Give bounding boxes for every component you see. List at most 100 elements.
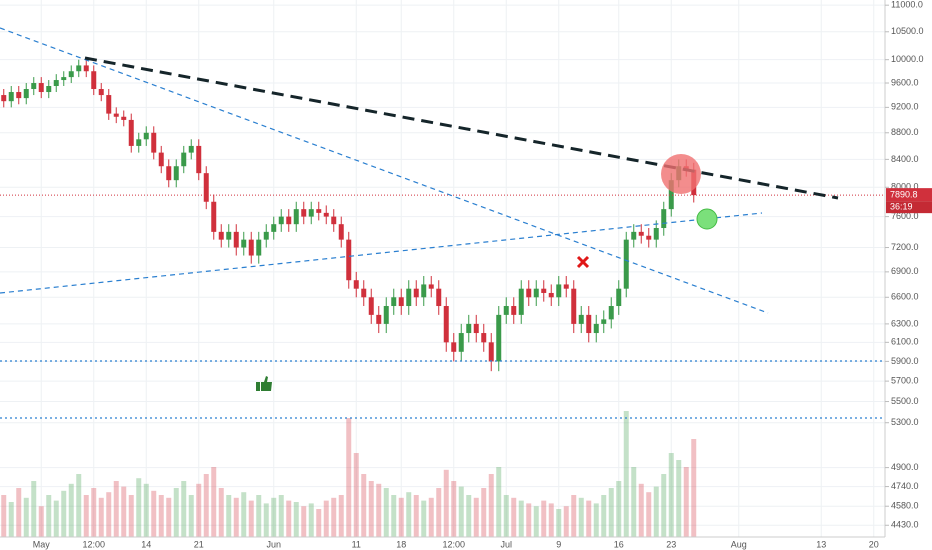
candle-body xyxy=(511,306,517,315)
volume-bar xyxy=(661,474,667,537)
y-tick-label: 7200.0 xyxy=(891,242,919,252)
volume-bar xyxy=(496,467,502,537)
candle-body xyxy=(8,92,14,102)
candle-body xyxy=(518,288,524,315)
candle-body xyxy=(173,166,179,181)
y-tick-label: 6600.0 xyxy=(891,292,919,302)
candle-body xyxy=(436,288,442,307)
volume-bar xyxy=(646,492,652,537)
volume-bar xyxy=(106,492,112,537)
x-tick-label: 23 xyxy=(666,539,676,549)
y-tick-label: 10500.0 xyxy=(891,26,924,36)
countdown-tag xyxy=(886,201,932,214)
candle-body xyxy=(301,209,307,217)
y-tick-label: 6900.0 xyxy=(891,266,919,276)
volume-bar xyxy=(623,411,629,537)
volume-bar xyxy=(151,490,157,537)
candle-body xyxy=(16,92,22,99)
candle-body xyxy=(571,288,577,324)
y-tick-label: 7600.0 xyxy=(891,211,919,221)
candle-body xyxy=(526,288,532,298)
candle-body xyxy=(226,231,232,240)
volume-bar xyxy=(263,503,269,537)
candle-body xyxy=(31,83,37,90)
candle-body xyxy=(653,228,659,240)
candle-body xyxy=(151,132,157,153)
volume-bar xyxy=(143,483,149,537)
target-circle xyxy=(696,208,718,230)
volume-bar xyxy=(338,495,344,537)
volume-bar xyxy=(113,481,119,537)
volume-bar xyxy=(616,481,622,537)
y-tick-label: 6300.0 xyxy=(891,318,919,328)
candle-body xyxy=(203,173,209,202)
volume-bar xyxy=(196,483,202,537)
volume-bar xyxy=(248,500,254,537)
candle-layer xyxy=(0,59,885,372)
volume-bar xyxy=(278,495,284,537)
candle-body xyxy=(286,216,292,225)
volume-bar xyxy=(241,492,247,537)
candle-body xyxy=(331,216,337,225)
candle-body xyxy=(91,71,97,90)
volume-bar xyxy=(323,500,329,537)
candle-body xyxy=(68,71,74,78)
candle-body xyxy=(383,306,389,324)
x-tick-label: 20 xyxy=(869,539,879,549)
candle-body xyxy=(361,288,367,298)
volume-bar xyxy=(53,500,59,537)
y-tick-label: 9600.0 xyxy=(891,77,919,87)
volume-bar xyxy=(481,488,487,537)
volume-bar xyxy=(158,495,164,537)
x-tick-label: 13 xyxy=(816,539,826,549)
volume-bar xyxy=(308,503,314,537)
candle-body xyxy=(353,280,359,289)
candle-body xyxy=(158,152,164,167)
volume-bar xyxy=(413,495,419,537)
y-tick-label: 4740.0 xyxy=(891,481,919,491)
candle-body xyxy=(473,323,479,334)
candle-body xyxy=(481,333,487,343)
volume-bar xyxy=(1,495,7,537)
volume-bar xyxy=(256,495,262,537)
candle-body xyxy=(428,284,434,289)
candle-body xyxy=(541,288,547,293)
candle-body xyxy=(248,239,254,256)
volume-bar xyxy=(601,495,607,537)
x-tick-label: 18 xyxy=(396,539,406,549)
candle-body xyxy=(128,119,134,146)
x-tick-label: Jul xyxy=(500,539,512,549)
volume-bar xyxy=(16,488,22,537)
volume-bar xyxy=(578,497,584,537)
candle-body xyxy=(241,239,247,248)
volume-bar xyxy=(346,418,352,537)
volume-bar xyxy=(271,497,277,537)
volume-bar xyxy=(653,486,659,537)
candle-body xyxy=(113,113,119,117)
candle-body xyxy=(308,209,314,217)
y-tick-label: 11000.0 xyxy=(891,0,923,10)
volume-bar xyxy=(608,488,614,537)
candle-body xyxy=(278,216,284,225)
volume-bar xyxy=(8,502,14,537)
candle-body xyxy=(106,95,112,114)
candle-body xyxy=(586,314,592,334)
candle-body xyxy=(466,323,472,334)
volume-bar xyxy=(556,509,562,537)
volume-bar xyxy=(458,486,464,537)
candle-body xyxy=(233,231,239,248)
y-tick-label: 4430.0 xyxy=(891,520,919,530)
candle-body xyxy=(593,323,599,334)
volume-bar xyxy=(406,492,412,537)
candle-body xyxy=(83,65,89,72)
candle-body xyxy=(548,292,554,298)
candle-body xyxy=(608,306,614,320)
y-tick-label: 5500.0 xyxy=(891,396,919,406)
volume-bar xyxy=(451,481,457,537)
candle-body xyxy=(563,284,569,289)
volume-bar xyxy=(631,467,637,537)
volume-bar xyxy=(226,495,232,537)
candle-body xyxy=(271,224,277,232)
